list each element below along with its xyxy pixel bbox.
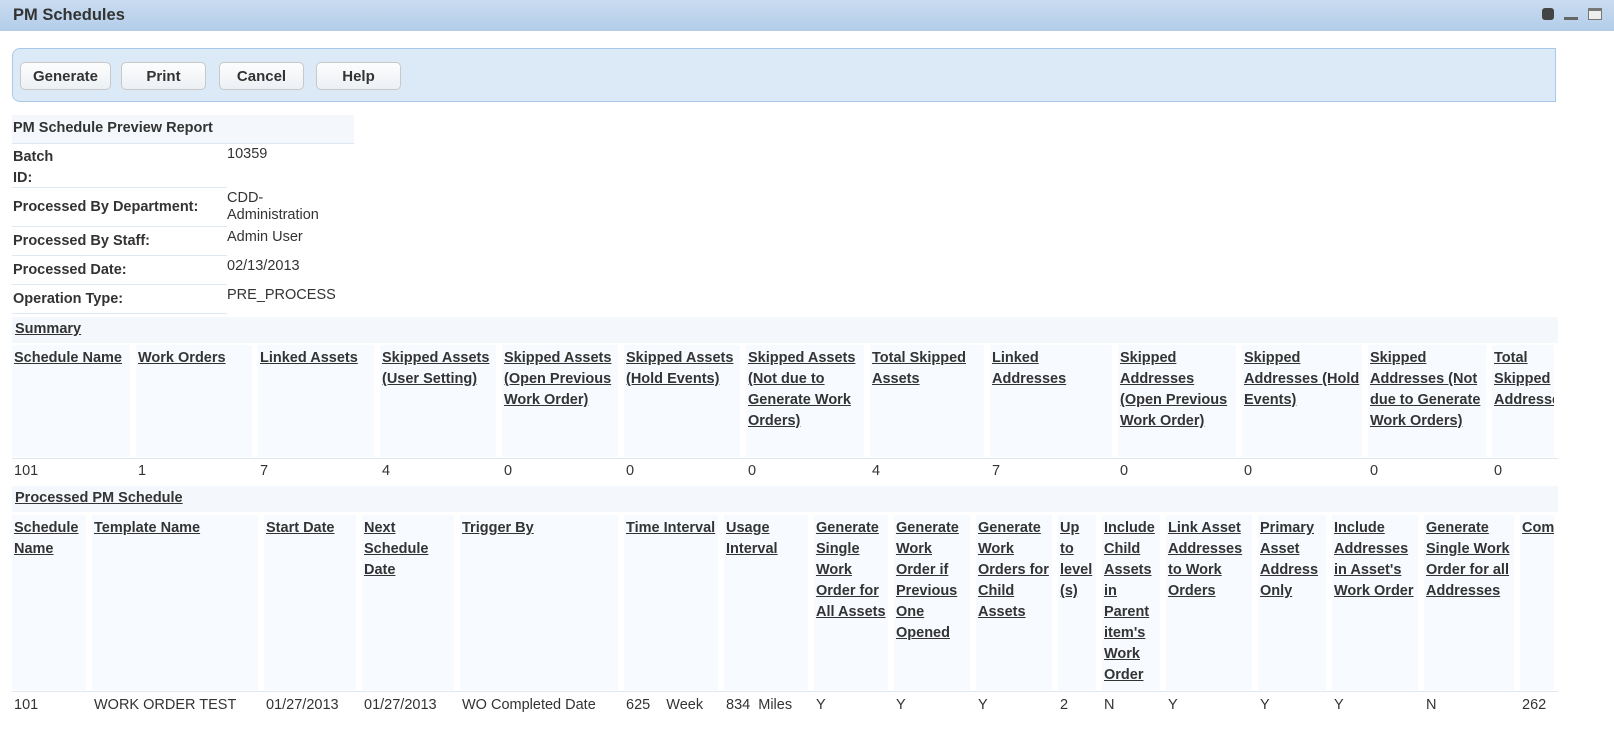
column-header[interactable]: Schedule Name: [12, 345, 130, 457]
field-value: PRE_PROCESS: [227, 287, 336, 303]
field-value: CDD-Administration: [227, 190, 319, 223]
table-cell: Y: [896, 697, 906, 713]
column-header[interactable]: Time Interval: [624, 515, 718, 690]
column-header[interactable]: Generate Work Order if Previous One Open…: [894, 515, 970, 690]
table-cell: 0: [1494, 463, 1503, 479]
table-cell: 4: [872, 463, 881, 479]
field-label: Processed Date:: [13, 262, 127, 278]
table-cell: 625 Week: [626, 697, 704, 713]
column-header[interactable]: Skipped Addresses (Not due to Generate W…: [1368, 345, 1486, 457]
cancel-button[interactable]: Cancel: [219, 62, 304, 90]
table-cell: 4: [382, 463, 391, 479]
table-cell: Y: [1334, 697, 1344, 713]
table-cell: 101: [14, 697, 39, 713]
column-header[interactable]: Linked Addresses: [990, 345, 1112, 457]
refresh-icon[interactable]: [1542, 8, 1554, 20]
table-cell: 2: [1060, 697, 1069, 713]
column-header[interactable]: Up to level (s): [1058, 515, 1096, 690]
column-header[interactable]: Com: [1520, 515, 1554, 690]
toolbar: Generate Print Cancel Help: [12, 48, 1556, 102]
table-cell: 01/27/2013: [364, 697, 437, 713]
print-button[interactable]: Print: [121, 62, 206, 90]
column-header[interactable]: Include Addresses in Asset's Work Order: [1332, 515, 1418, 690]
field-label: Operation Type:: [13, 291, 124, 307]
column-header[interactable]: Total Skipped Assets: [870, 345, 984, 457]
field-label: Processed By Staff:: [13, 233, 150, 249]
table-cell: Y: [1168, 697, 1178, 713]
table-cell: Y: [816, 697, 826, 713]
table-cell: N: [1426, 697, 1437, 713]
processed-section-title: Processed PM Schedule: [12, 486, 1558, 512]
report-info: PM Schedule Preview Report Batch ID: 1035…: [12, 115, 354, 314]
generate-button[interactable]: Generate: [20, 62, 111, 90]
table-cell: 101: [14, 463, 39, 479]
table-cell: 7: [260, 463, 269, 479]
table-cell: 0: [504, 463, 513, 479]
table-cell: 0: [1244, 463, 1253, 479]
column-header[interactable]: Trigger By: [460, 515, 618, 690]
column-header[interactable]: Next Schedule Date: [362, 515, 454, 690]
divider: [12, 691, 1558, 692]
table-cell: 7: [992, 463, 1001, 479]
column-header[interactable]: Skipped Addresses (Open Previous Work Or…: [1118, 345, 1236, 457]
summary-section-title: Summary: [12, 317, 1558, 343]
column-header[interactable]: Skipped Assets (Not due to Generate Work…: [746, 345, 864, 457]
table-cell: 0: [1120, 463, 1129, 479]
column-header[interactable]: Start Date: [264, 515, 356, 690]
table-cell: Y: [1260, 697, 1270, 713]
column-header[interactable]: Skipped Assets (Open Previous Work Order…: [502, 345, 618, 457]
field-value: 10359: [227, 146, 268, 162]
field-value: Admin User: [227, 229, 303, 245]
window-title: PM Schedules: [13, 6, 125, 24]
field-label: Processed By Department:: [13, 199, 199, 215]
maximize-icon[interactable]: [1588, 8, 1602, 20]
table-cell: 834 Miles: [726, 697, 793, 713]
table-cell: Y: [978, 697, 988, 713]
table-cell: 0: [748, 463, 757, 479]
column-header[interactable]: Template Name: [92, 515, 258, 690]
table-cell: 0: [1370, 463, 1379, 479]
column-header[interactable]: Work Orders: [136, 345, 252, 457]
column-header[interactable]: Link Asset Addresses to Work Orders: [1166, 515, 1252, 690]
table-cell: 0: [626, 463, 635, 479]
table-cell: WO Completed Date: [462, 697, 596, 713]
column-header[interactable]: Generate Work Orders for Child Assets: [976, 515, 1052, 690]
table-cell: 1: [138, 463, 147, 479]
table-cell: N: [1104, 697, 1115, 713]
column-header[interactable]: Include Child Assets in Parent item's Wo…: [1102, 515, 1160, 690]
column-header[interactable]: Linked Assets: [258, 345, 374, 457]
column-header[interactable]: Skipped Addresses (Hold Events): [1242, 345, 1362, 457]
table-cell: 262: [1522, 697, 1547, 713]
minimize-icon[interactable]: [1564, 16, 1578, 20]
column-header[interactable]: Schedule Name: [12, 515, 86, 690]
field-label: Batch ID:: [13, 149, 54, 186]
column-header[interactable]: Skipped Assets (User Setting): [380, 345, 496, 457]
column-header[interactable]: Skipped Assets (Hold Events): [624, 345, 740, 457]
column-header[interactable]: Primary Asset Address Only: [1258, 515, 1326, 690]
field-value: 02/13/2013: [227, 258, 300, 274]
help-button[interactable]: Help: [316, 62, 401, 90]
divider: [12, 458, 1558, 459]
table-cell: WORK ORDER TEST: [94, 697, 237, 713]
table-cell: 01/27/2013: [266, 697, 339, 713]
report-title: PM Schedule Preview Report: [12, 115, 354, 144]
column-header[interactable]: Total Skipped Addresses: [1492, 345, 1554, 457]
column-header[interactable]: Usage Interval: [724, 515, 808, 690]
window-titlebar: PM Schedules: [0, 0, 1614, 31]
column-header[interactable]: Generate Single Work Order for all Addre…: [1424, 515, 1514, 690]
column-header[interactable]: Generate Single Work Order for All Asset…: [814, 515, 888, 690]
